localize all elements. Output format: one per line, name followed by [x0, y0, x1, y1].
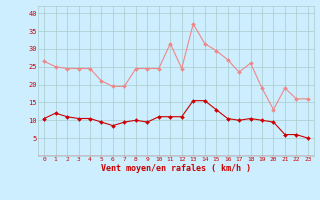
X-axis label: Vent moyen/en rafales ( km/h ): Vent moyen/en rafales ( km/h ): [101, 164, 251, 173]
